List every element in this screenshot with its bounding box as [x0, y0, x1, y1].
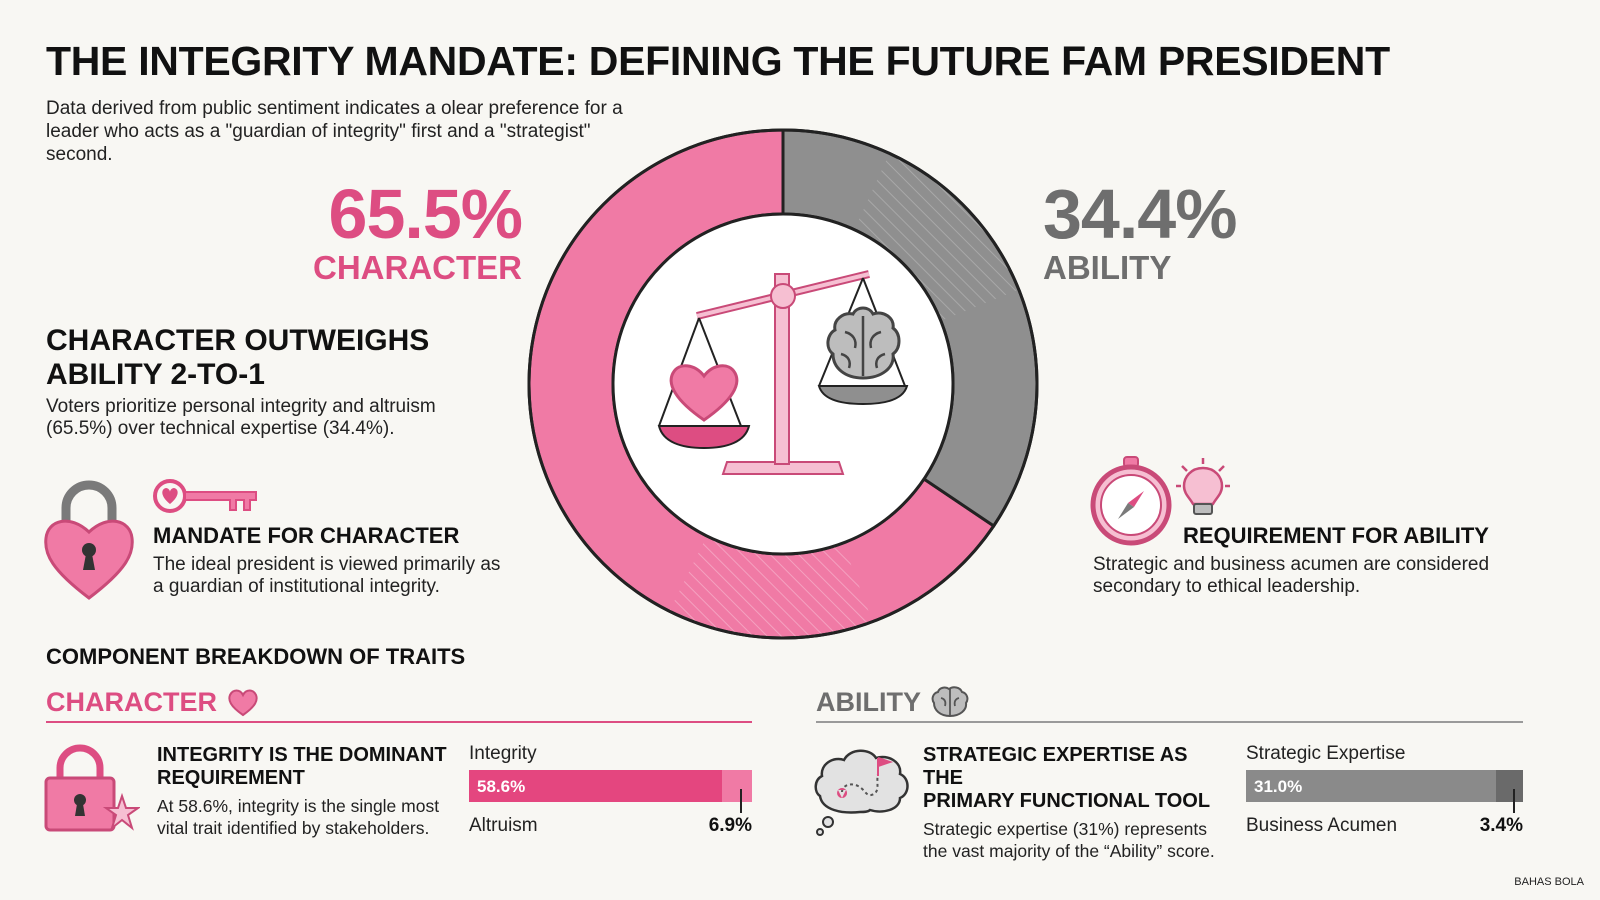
- requirement-text: Strategic and business acumen are consid…: [1093, 554, 1490, 597]
- mandate-text: The ideal president is viewed primarily …: [153, 554, 501, 597]
- scales-icon: [657, 270, 909, 475]
- ability-divider: [816, 721, 1523, 723]
- key-icon: [153, 479, 257, 513]
- requirement-heading: REQUIREMENT FOR ABILITY: [1183, 523, 1489, 548]
- donut-chart: [527, 128, 1039, 640]
- integrity-value-label: 58.6%: [477, 777, 526, 796]
- requirement-block: REQUIREMENT FOR ABILITY Strategic and bu…: [1093, 523, 1513, 598]
- mandate-heading: MANDATE FOR CHARACTER: [153, 523, 460, 548]
- mandate-block: MANDATE FOR CHARACTER The ideal presiden…: [153, 523, 533, 598]
- lightbulb-icon: [1176, 458, 1230, 515]
- outweighs-heading-line1: CHARACTER OUTWEIGHS: [46, 324, 430, 357]
- donut-segment-ability-hatch: [854, 153, 1019, 321]
- business-acumen-tick: [1513, 789, 1515, 813]
- character-section-label: CHARACTER: [46, 687, 217, 717]
- character-section-header: CHARACTER: [46, 685, 259, 719]
- altruism-tick: [740, 789, 742, 813]
- character-card-heading-line1: INTEGRITY IS THE DOMINANT: [157, 744, 447, 766]
- compass-icon: [1090, 456, 1172, 546]
- heart-lock-icon: [44, 480, 134, 600]
- character-percent: 65.5%: [328, 175, 523, 253]
- page-title: THE INTEGRITY MANDATE: DEFINING THE FUTU…: [46, 38, 1390, 84]
- ability-section-header: ABILITY: [816, 685, 969, 719]
- ability-card-heading-line2: PRIMARY FUNCTIONAL TOOL: [923, 790, 1211, 812]
- strategic-expertise-label: Strategic Expertise: [1246, 743, 1406, 764]
- donut-outer-border: [527, 128, 1039, 640]
- character-stat: 65.5% CHARACTER: [300, 175, 523, 286]
- business-acumen-label: Business Acumen: [1246, 815, 1398, 836]
- outweighs-text: Voters prioritize personal integrity and…: [46, 396, 436, 439]
- heart-icon: [228, 689, 258, 717]
- character-card: INTEGRITY IS THE DOMINANT REQUIREMENT At…: [157, 744, 457, 839]
- outweighs-heading-line2: ABILITY 2-TO-1: [46, 358, 265, 391]
- ability-stat-label: ABILITY: [1043, 249, 1172, 286]
- integrity-bar: [469, 770, 723, 802]
- thought-cloud-map-icon: [814, 749, 909, 836]
- strategic-expertise-bar: [1246, 770, 1496, 802]
- character-stacked-bar: 58.6%: [469, 770, 752, 802]
- ability-card-heading-line1: STRATEGIC EXPERTISE AS THE: [923, 744, 1188, 789]
- business-acumen-bar: [1495, 770, 1523, 802]
- outweighs-block: CHARACTER OUTWEIGHS ABILITY 2-TO-1 Voter…: [46, 324, 486, 440]
- donut-segment-character-hatch: [669, 536, 873, 638]
- ability-stacked-bar: 31.0%: [1246, 770, 1523, 802]
- altruism-bar: [722, 770, 752, 802]
- altruism-value-label: 6.9%: [708, 815, 752, 836]
- ability-card: STRATEGIC EXPERTISE AS THE PRIMARY FUNCT…: [923, 744, 1233, 862]
- strategic-expertise-value-label: 31.0%: [1254, 777, 1303, 796]
- ability-section-label: ABILITY: [816, 687, 921, 717]
- brain-icon: [826, 306, 901, 380]
- breakdown-heading: COMPONENT BREAKDOWN OF TRAITS: [46, 644, 466, 669]
- business-acumen-value-label: 3.4%: [1479, 815, 1523, 836]
- character-card-text: At 58.6%, integrity is the single most v…: [157, 796, 440, 838]
- intro-text: Data derived from public sentiment indic…: [46, 98, 623, 165]
- altruism-label: Altruism: [469, 815, 538, 836]
- character-divider: [46, 721, 752, 723]
- footer-credit: BAHAS BOLA: [1514, 876, 1584, 888]
- brain-icon: [931, 686, 969, 718]
- character-stat-label: CHARACTER: [313, 249, 522, 286]
- ability-stat: 34.4% ABILITY: [1043, 175, 1237, 286]
- ability-card-text: Strategic expertise (31%) represents the…: [923, 819, 1215, 861]
- ability-percent: 34.4%: [1043, 175, 1237, 253]
- heart-icon: [669, 364, 739, 422]
- lock-star-icon: [44, 744, 140, 832]
- character-card-heading-line2: REQUIREMENT: [157, 767, 305, 789]
- integrity-label: Integrity: [469, 743, 537, 764]
